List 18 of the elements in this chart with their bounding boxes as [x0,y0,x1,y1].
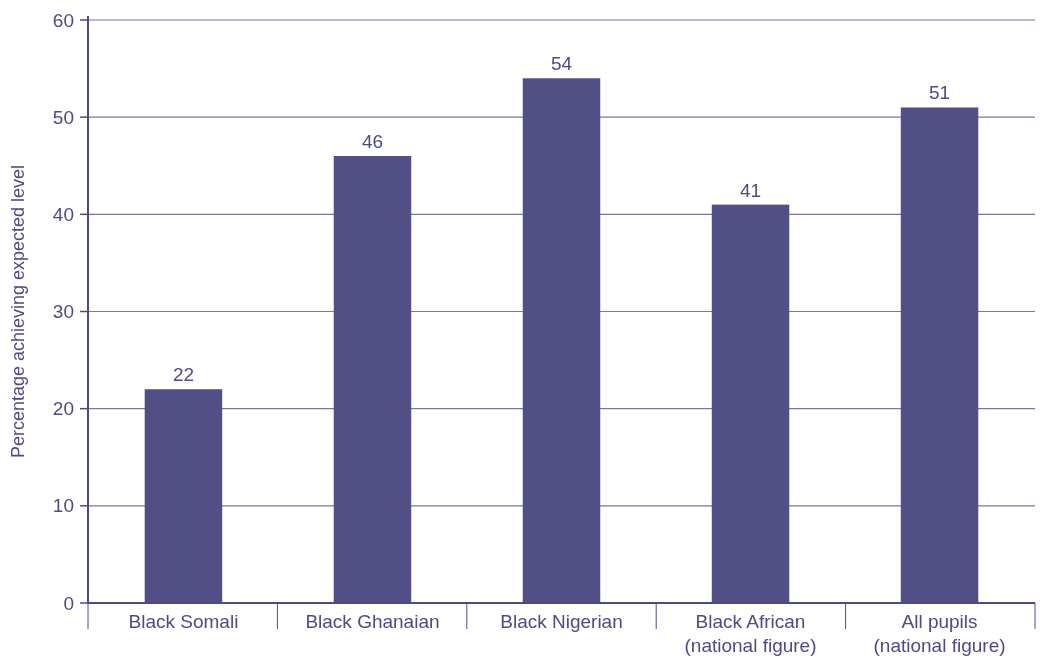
x-tick-label: Black Nigerian [500,611,623,632]
y-axis-title: Percentage achieving expected level [8,164,28,459]
y-tick-label: 30 [52,301,74,323]
x-tick-label: All pupils (national figure) [873,611,1006,656]
y-tick-label: 60 [52,9,74,31]
data-label: 22 [172,364,195,386]
y-tick-label: 0 [63,592,74,614]
x-tick-label: Black African (national figure) [684,611,817,656]
x-tick-label: Black Somali [128,611,239,632]
x-tick-label: Black Ghanaian [305,611,440,632]
data-label: 41 [739,179,762,201]
y-tick-label: 10 [52,495,74,517]
data-label: 46 [361,131,384,153]
data-label: 54 [550,53,573,75]
y-tick-label: 20 [52,398,74,420]
y-tick-label: 50 [52,106,74,128]
y-tick-label: 40 [52,203,74,225]
data-label: 51 [928,82,951,104]
